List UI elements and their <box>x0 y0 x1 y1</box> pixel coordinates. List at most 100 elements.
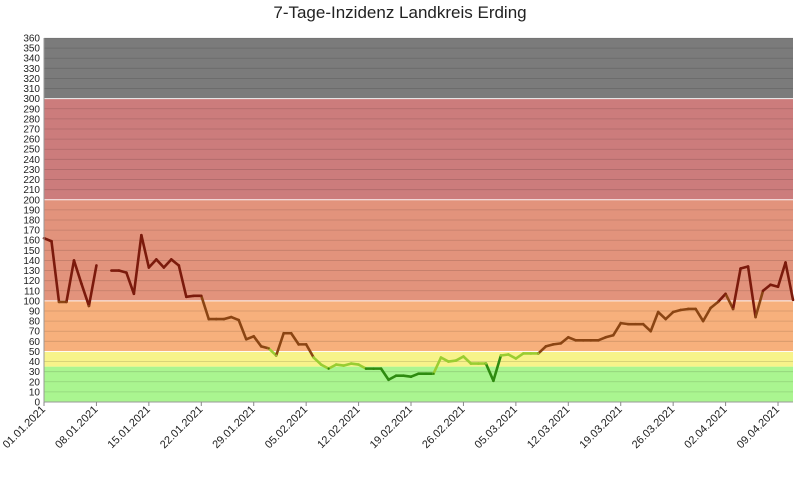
data-point <box>514 357 517 360</box>
line-segment <box>80 282 91 308</box>
line-segment <box>147 258 158 269</box>
line-segment <box>537 345 548 355</box>
data-point <box>709 306 712 310</box>
data-point <box>372 367 375 370</box>
line-segment <box>357 363 368 370</box>
grid-lines <box>44 37 793 403</box>
data-point <box>237 319 240 322</box>
y-tick-label: 280 <box>23 114 40 125</box>
x-tick-label: 29.01.2021 <box>210 404 257 451</box>
line-segment <box>140 233 151 269</box>
y-tick-label: 310 <box>23 84 40 95</box>
data-point <box>327 367 330 370</box>
line-segment <box>611 321 623 337</box>
line-segment <box>177 264 188 299</box>
line-segment <box>761 283 772 293</box>
data-point <box>657 310 660 314</box>
data-point <box>447 360 450 363</box>
y-tick-label: 210 <box>23 185 40 196</box>
incidence-line <box>42 233 795 383</box>
y-tick-label: 160 <box>23 236 40 247</box>
data-point <box>739 267 742 270</box>
data-point <box>784 261 787 264</box>
data-point <box>439 356 443 359</box>
data-point <box>147 266 150 269</box>
data-point <box>754 315 757 319</box>
line-segment <box>746 265 757 319</box>
line-segment <box>244 334 256 341</box>
data-point <box>702 320 705 323</box>
line-segment <box>267 347 278 357</box>
data-point <box>65 300 68 303</box>
data-point <box>335 363 338 366</box>
data-point <box>364 367 368 370</box>
x-tick-label: 05.03.2021 <box>473 404 520 451</box>
data-point <box>492 379 495 382</box>
data-point <box>537 352 540 355</box>
y-tick-label: 260 <box>23 135 40 146</box>
line-segment <box>409 372 420 379</box>
x-axis: 01.01.2021 08.01.2021 15.01.2021 22.01.2021… <box>1 402 782 451</box>
band-50-100 <box>44 300 793 352</box>
y-tick-label: 270 <box>23 125 40 136</box>
x-tick-label: 05.02.2021 <box>263 404 310 451</box>
data-point <box>469 362 473 365</box>
y-tick-label: 80 <box>29 317 41 328</box>
y-tick-label: 230 <box>23 165 40 176</box>
y-tick-label: 40 <box>29 357 41 368</box>
y-tick-label: 140 <box>23 256 40 267</box>
data-point <box>379 367 383 370</box>
y-tick-label: 20 <box>29 377 41 388</box>
data-point <box>50 240 53 243</box>
data-point <box>559 342 562 345</box>
line-segment <box>776 261 787 289</box>
x-tick-label: 12.02.2021 <box>315 404 362 451</box>
data-point <box>619 322 622 325</box>
data-point <box>230 315 233 319</box>
line-segment <box>656 310 667 321</box>
y-tick-label: 300 <box>23 94 40 105</box>
y-tick-label: 340 <box>23 54 40 65</box>
line-segment <box>566 335 578 342</box>
data-point <box>170 258 173 261</box>
y-tick-label: 100 <box>23 296 40 307</box>
data-point <box>155 258 158 261</box>
data-point <box>192 294 195 297</box>
data-point <box>746 265 750 268</box>
line-segment <box>125 271 136 296</box>
x-tick-label: 02.04.2021 <box>682 404 729 451</box>
line-segment <box>132 233 143 296</box>
x-tick-label: 22.01.2021 <box>158 404 205 451</box>
data-point <box>612 334 615 337</box>
data-point <box>529 352 532 355</box>
y-tick-label: 330 <box>23 64 40 75</box>
data-point <box>769 283 772 286</box>
y-tick-label: 290 <box>23 104 40 115</box>
x-tick-label: 09.04.2021 <box>735 404 782 451</box>
data-point <box>57 300 61 303</box>
data-point <box>297 343 300 346</box>
line-segment <box>327 363 338 370</box>
line-segment <box>694 307 705 323</box>
data-point <box>679 308 682 312</box>
line-segment <box>319 363 330 370</box>
y-tick-label: 50 <box>29 347 41 358</box>
line-segment <box>237 318 248 341</box>
y-tick-label: 200 <box>23 195 40 206</box>
band-35-50 <box>44 351 793 367</box>
data-point <box>522 352 525 355</box>
data-point <box>642 323 645 326</box>
data-point <box>320 363 323 366</box>
y-tick-label: 10 <box>29 387 41 398</box>
line-segment <box>709 300 720 310</box>
data-point <box>499 354 502 357</box>
data-point <box>409 375 413 378</box>
data-point <box>394 374 398 377</box>
data-point <box>87 304 91 308</box>
line-segment <box>229 315 241 322</box>
x-tick-label: 19.02.2021 <box>368 404 415 451</box>
data-point <box>724 292 727 295</box>
line-segment <box>289 331 300 346</box>
